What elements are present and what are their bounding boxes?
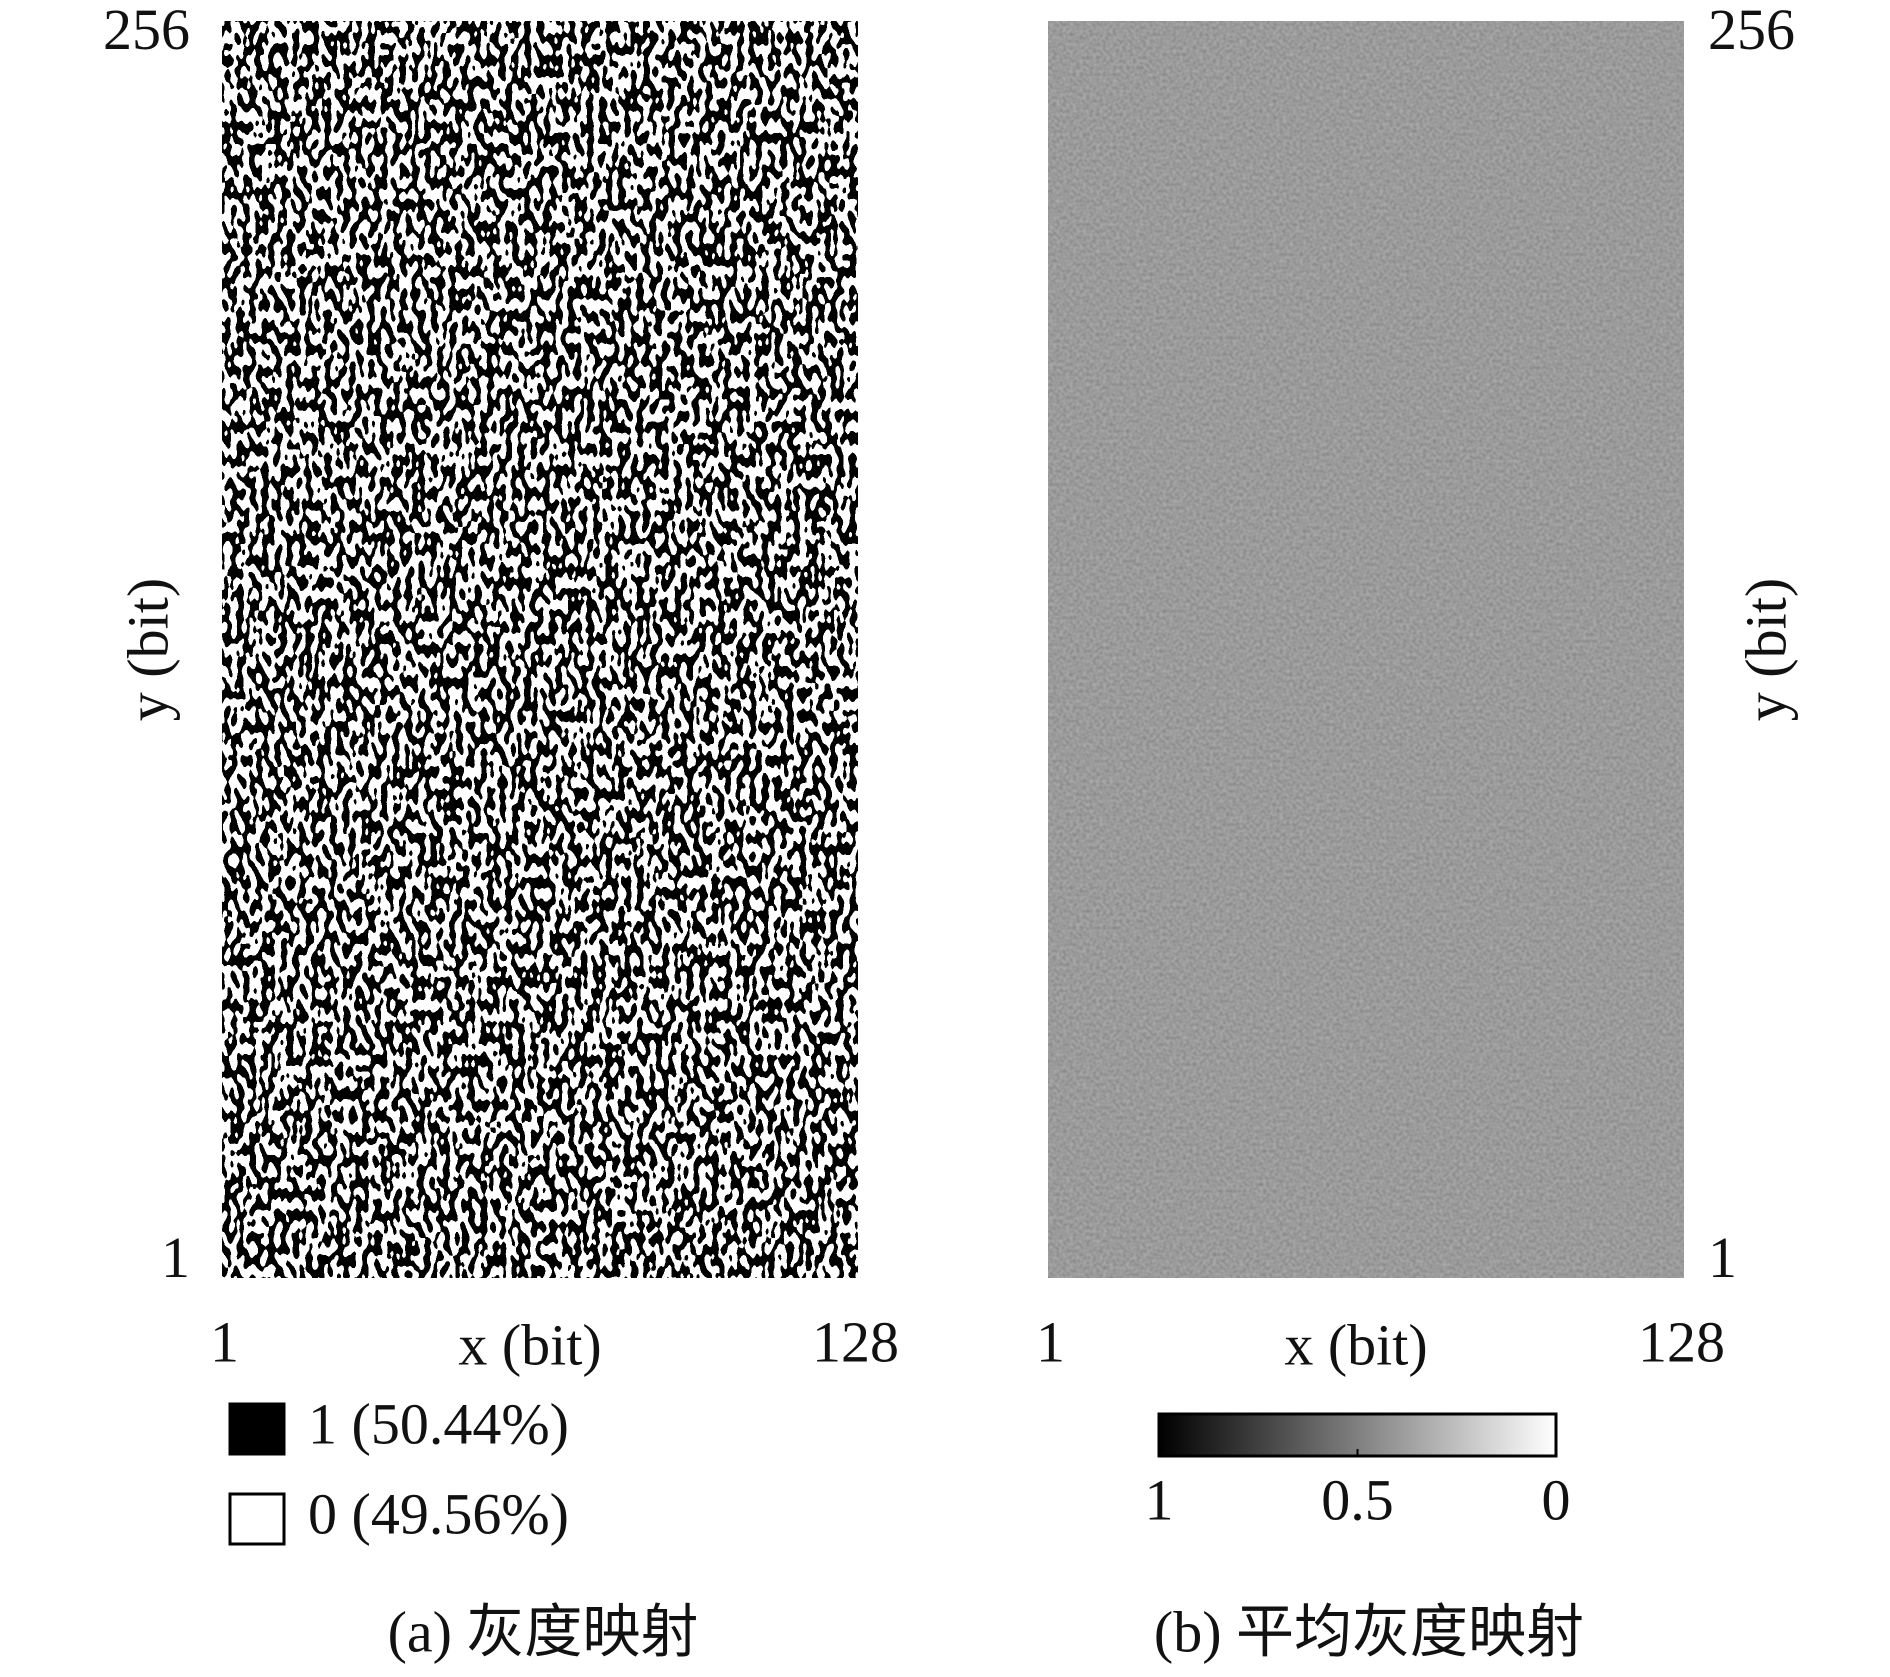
heatmap-image [222, 21, 858, 1278]
x-axis-label: x (bit) [458, 1312, 601, 1377]
colorbar-tick-label: 0.5 [1321, 1467, 1394, 1532]
caption: (b) 平均灰度映射 [1154, 1599, 1584, 1664]
y-tick-label: 256 [1708, 0, 1795, 62]
legend-label: 0 (49.56%) [308, 1481, 569, 1546]
y-tick-label: 1 [161, 1225, 190, 1290]
x-tick-label: 128 [1638, 1309, 1725, 1374]
heatmap-image [1048, 21, 1684, 1278]
caption: (a) 灰度映射 [388, 1599, 699, 1664]
x-axis-label: x (bit) [1284, 1312, 1427, 1377]
y-tick-label: 256 [103, 0, 190, 62]
colorbar-tick-label: 1 [1145, 1467, 1174, 1532]
x-tick-label: 1 [1036, 1309, 1065, 1374]
x-tick-label: 1 [210, 1309, 239, 1374]
y-axis-label: y (bit) [1733, 578, 1798, 721]
y-axis-label: y (bit) [115, 578, 180, 721]
colorbar-tick-label: 0 [1542, 1467, 1571, 1532]
x-tick-label: 128 [812, 1309, 899, 1374]
y-tick-label: 1 [1708, 1225, 1737, 1290]
legend-swatch [228, 1402, 286, 1456]
legend-label: 1 (50.44%) [308, 1391, 569, 1456]
legend-swatch [228, 1492, 286, 1546]
